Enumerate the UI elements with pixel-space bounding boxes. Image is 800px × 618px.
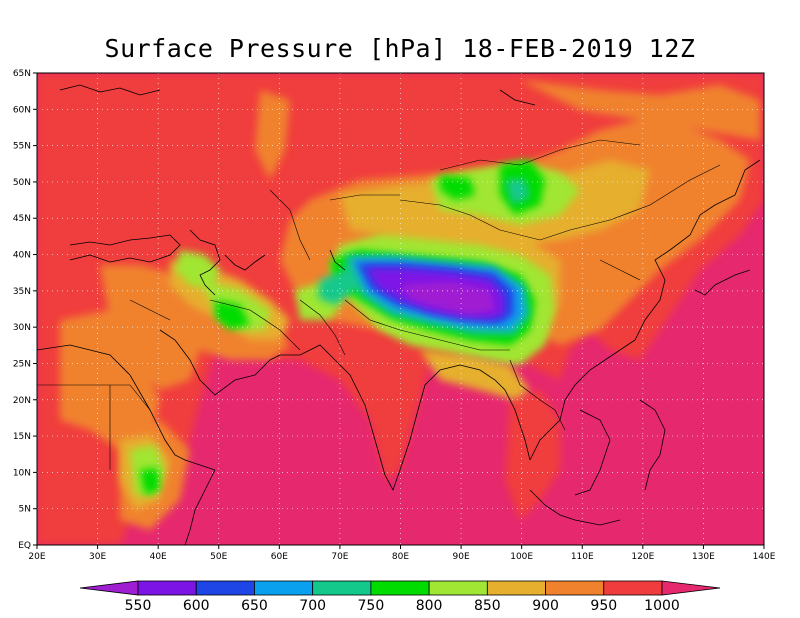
x-tick-label: 70E xyxy=(331,552,348,562)
colorbar-box-2 xyxy=(195,580,255,596)
y-tick-label: 45N xyxy=(13,214,31,224)
colorbar-lower-triangle xyxy=(79,580,139,596)
x-tick-label: 50E xyxy=(210,552,227,562)
y-tick-label: 35N xyxy=(13,287,31,297)
y-tick-label: 55N xyxy=(13,142,31,152)
colorbar-label: 650 xyxy=(241,598,268,614)
colorbar-box-3 xyxy=(254,580,314,596)
colorbar-box-9 xyxy=(603,580,663,596)
colorbar-label: 550 xyxy=(125,598,152,614)
pressure-field xyxy=(37,73,764,545)
colorbar: 550 600 650 700 750 800 850 900 950 1000 xyxy=(79,580,721,614)
colorbar-label: 800 xyxy=(416,598,443,614)
colorbar-label: 950 xyxy=(590,598,617,614)
colorbar-label: 1000 xyxy=(644,598,680,614)
y-tick-label: 25N xyxy=(13,359,31,369)
y-tick-label: 65N xyxy=(13,69,31,79)
colorbar-label: 750 xyxy=(358,598,385,614)
y-tick-label: 60N xyxy=(13,105,31,115)
country-borders xyxy=(37,139,721,470)
x-tick-label: 110E xyxy=(571,552,594,562)
colorbar-label: 700 xyxy=(299,598,326,614)
coastlines xyxy=(37,84,761,545)
x-tick-label: 30E xyxy=(89,552,106,562)
y-axis: EQ 5N 10N 15N 20N 25N 30N 35N 40N 45N 50N 55N 60N 65N xyxy=(13,69,37,551)
y-tick-label: EQ xyxy=(18,541,31,551)
x-axis: 20E 30E 40E 50E 60E 70E 80E 90E 100E 110E 120E 130E… xyxy=(28,545,776,562)
x-tick-label: 100E xyxy=(510,552,533,562)
y-tick-label: 20N xyxy=(13,396,31,406)
y-tick-label: 5N xyxy=(19,505,31,515)
colorbar-box-4 xyxy=(312,580,372,596)
x-tick-label: 80E xyxy=(392,552,409,562)
colorbar-upper-triangle xyxy=(661,580,721,596)
x-tick-label: 20E xyxy=(28,552,45,562)
x-tick-label: 40E xyxy=(150,552,167,562)
colorbar-box-8 xyxy=(545,580,605,596)
colorbar-label: 600 xyxy=(183,598,210,614)
grid-lines xyxy=(37,73,764,545)
colorbar-box-5 xyxy=(370,580,430,596)
y-tick-label: 30N xyxy=(13,323,31,333)
x-tick-label: 140E xyxy=(753,552,776,562)
colorbar-box-1 xyxy=(137,580,197,596)
y-tick-label: 10N xyxy=(13,468,31,478)
x-tick-label: 90E xyxy=(453,552,470,562)
colorbar-label: 900 xyxy=(532,598,559,614)
y-tick-label: 15N xyxy=(13,432,31,442)
x-tick-label: 60E xyxy=(271,552,288,562)
x-tick-label: 130E xyxy=(692,552,715,562)
colorbar-label: 850 xyxy=(474,598,501,614)
colorbar-box-7 xyxy=(486,580,546,596)
chart-title: Surface Pressure [hPa] 18-FEB-2019 12Z xyxy=(104,34,696,63)
colorbar-box-6 xyxy=(428,580,488,596)
field-layer-purple xyxy=(365,268,505,320)
x-tick-label: 120E xyxy=(631,552,654,562)
y-tick-label: 50N xyxy=(13,178,31,188)
y-tick-label: 40N xyxy=(13,251,31,261)
